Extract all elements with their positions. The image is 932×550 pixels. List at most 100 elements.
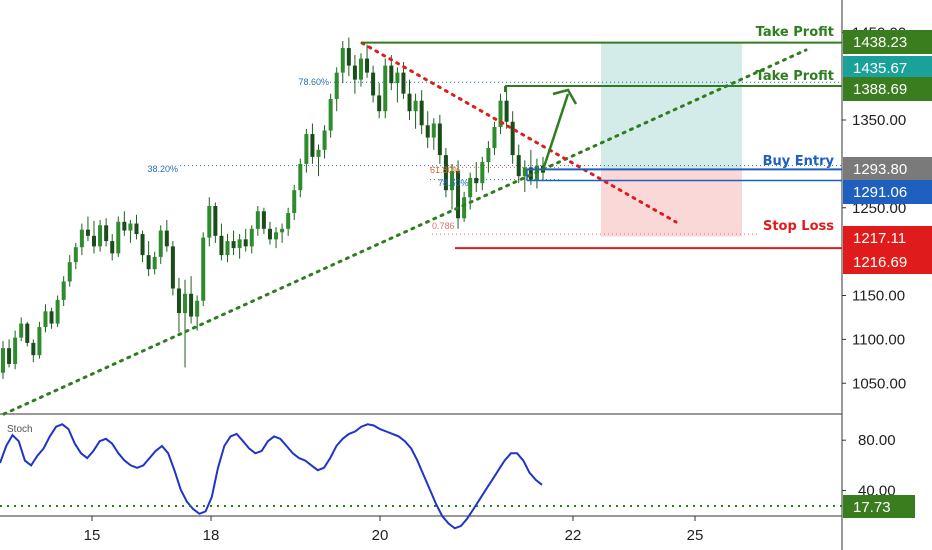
candle-body [437, 123, 442, 156]
candle-body [280, 228, 285, 233]
candle [377, 83, 382, 119]
level-label: Take Profit [756, 25, 834, 40]
candle-body [231, 241, 236, 249]
candle [328, 93, 333, 138]
candle [316, 144, 321, 177]
candle [449, 163, 454, 210]
candle [237, 234, 242, 259]
candle-body [25, 323, 30, 343]
candle-body [31, 342, 36, 356]
price-tag: 1435.67 [843, 56, 932, 80]
projection-arrow-shaft [541, 93, 570, 171]
candle-body [122, 221, 127, 231]
candle [516, 144, 521, 184]
candle-body [292, 190, 297, 214]
candle [480, 156, 485, 191]
level-label: Buy Entry [763, 154, 835, 169]
oscillator-level-tag-bg [843, 495, 915, 518]
candle-body [195, 300, 200, 317]
candle [92, 220, 97, 254]
candle-body [73, 247, 78, 263]
candle [528, 149, 533, 185]
candle-body [504, 100, 509, 122]
candle-body [334, 72, 339, 99]
candle-body [383, 65, 388, 112]
time-tick-label: 25 [687, 527, 704, 544]
candle-body [237, 239, 242, 249]
candle [61, 276, 66, 307]
price-tick-label: 1150.00 [852, 288, 905, 305]
candle [437, 114, 442, 164]
candle-body [158, 230, 163, 257]
candle [183, 279, 188, 368]
candle [104, 218, 109, 247]
candle [340, 41, 345, 84]
candle-body [213, 205, 218, 236]
candle-body [19, 323, 24, 338]
candle [1, 341, 5, 379]
price-tag: 1291.06 [843, 180, 932, 204]
candle-body [207, 205, 212, 238]
candle [152, 251, 157, 275]
candle [358, 53, 363, 87]
candle [243, 228, 248, 252]
candle [383, 58, 388, 119]
time-tick-label: 15 [84, 527, 101, 544]
candle [140, 230, 145, 263]
candle [352, 55, 357, 94]
price-tick-label: 1350.00 [852, 112, 906, 129]
candle-body [389, 65, 394, 84]
candle [522, 160, 527, 192]
candle [286, 207, 291, 236]
candle [407, 79, 412, 120]
candle [322, 125, 327, 159]
candle-body [134, 223, 139, 235]
candle-body [176, 288, 181, 314]
candle [79, 223, 84, 256]
candle-body [431, 123, 436, 138]
loss-zone [601, 169, 742, 237]
candle [170, 241, 175, 296]
candle-body [413, 100, 418, 112]
candle [31, 339, 36, 363]
candle-body [104, 225, 109, 242]
candle [98, 220, 103, 252]
candle-body [322, 130, 327, 150]
candle-body [492, 127, 497, 149]
candle [231, 230, 236, 256]
candle-body [419, 100, 424, 126]
candle-body [261, 211, 266, 229]
candle-body [249, 228, 254, 247]
candle [146, 241, 151, 277]
candle [255, 205, 260, 236]
candle [280, 223, 285, 243]
candle-body [189, 293, 194, 317]
time-tick-label: 22 [565, 527, 582, 544]
candle-body [328, 98, 333, 131]
candle-body [79, 229, 84, 248]
price-tag: 1217.11 [843, 226, 932, 250]
candle [134, 214, 139, 240]
level-label: Take Profit [756, 69, 834, 84]
candle [292, 184, 297, 221]
candle [207, 197, 212, 247]
candle-body [522, 167, 527, 177]
level-label: Stop Loss [763, 219, 834, 234]
candle [164, 220, 169, 252]
candle-body [346, 48, 351, 66]
candle [176, 277, 181, 333]
candle-body [152, 256, 157, 270]
oscillator-tick-label: 80.00 [858, 432, 896, 449]
candle-body [243, 239, 248, 247]
candle [310, 123, 315, 164]
price-tag-bg [843, 226, 932, 250]
price-tick-label: 1100.00 [852, 331, 905, 348]
candle-body [516, 155, 521, 177]
candle [201, 232, 206, 307]
candle [128, 220, 133, 243]
candle-body [140, 234, 145, 256]
candle-body [61, 281, 66, 300]
candle-body [443, 155, 448, 191]
candle-body [146, 255, 151, 270]
